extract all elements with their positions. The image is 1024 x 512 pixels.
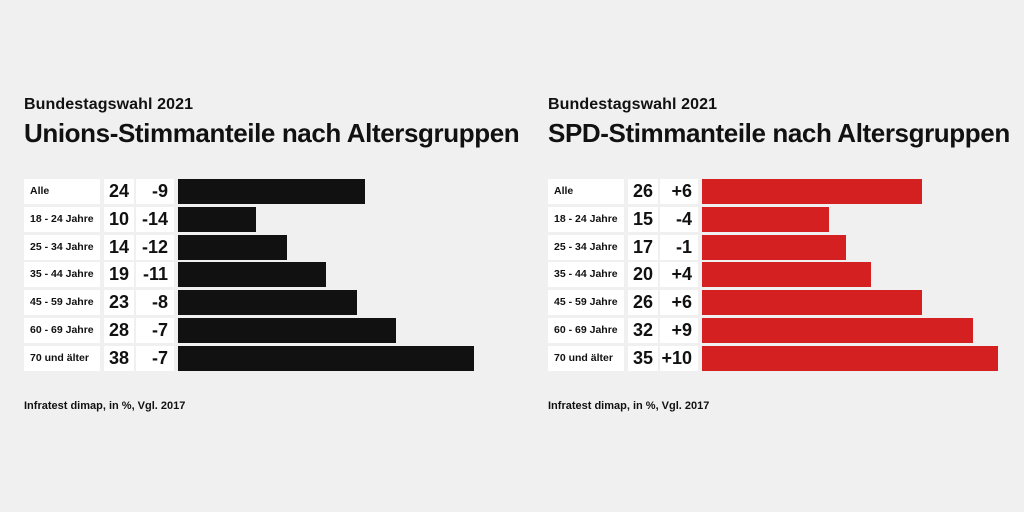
value-label: 32 xyxy=(628,317,658,343)
category-label: 60 - 69 Jahre xyxy=(548,317,624,343)
bar xyxy=(178,179,365,204)
bar xyxy=(178,206,256,232)
value-label: 28 xyxy=(104,317,134,343)
bar-row: Alle 24 -9 xyxy=(24,178,484,206)
change-label: -9 xyxy=(136,179,174,204)
bar xyxy=(178,345,474,371)
change-label: -8 xyxy=(136,290,174,316)
bar xyxy=(178,234,288,260)
category-label: 45 - 59 Jahre xyxy=(24,290,100,316)
category-label: Alle xyxy=(24,179,100,204)
bar-row: 70 und älter 35 +10 xyxy=(548,345,1008,373)
bar-row: 60 - 69 Jahre 32 +9 xyxy=(548,317,1008,345)
value-label: 38 xyxy=(104,345,134,371)
bar-row: 25 - 34 Jahre 17 -1 xyxy=(548,234,1008,262)
category-label: 18 - 24 Jahre xyxy=(548,206,624,232)
chart-title: SPD-Stimmanteile nach Altersgruppen xyxy=(548,118,1010,148)
bar xyxy=(702,206,829,232)
change-label: -7 xyxy=(136,317,174,343)
bar-row: 18 - 24 Jahre 10 -14 xyxy=(24,206,484,234)
value-label: 23 xyxy=(104,290,134,316)
category-label: 70 und älter xyxy=(24,345,100,371)
change-label: -4 xyxy=(660,206,698,232)
union-chart-panel: Bundestagswahl 2021 Unions-Stimmanteile … xyxy=(24,0,520,512)
bar-row: 18 - 24 Jahre 15 -4 xyxy=(548,206,1008,234)
bar-row: 60 - 69 Jahre 28 -7 xyxy=(24,317,484,345)
value-label: 17 xyxy=(628,234,658,260)
bar xyxy=(702,179,922,204)
category-label: 25 - 34 Jahre xyxy=(548,234,624,260)
category-label: 25 - 34 Jahre xyxy=(24,234,100,260)
value-label: 24 xyxy=(104,179,134,204)
category-label: 45 - 59 Jahre xyxy=(548,290,624,316)
bar xyxy=(702,290,922,316)
chart-kicker: Bundestagswahl 2021 xyxy=(24,96,194,113)
bar xyxy=(702,234,846,260)
value-label: 26 xyxy=(628,179,658,204)
bar-row: 70 und älter 38 -7 xyxy=(24,345,484,373)
spd-chart-panel: Bundestagswahl 2021 SPD-Stimmanteile nac… xyxy=(548,0,1024,512)
bar xyxy=(702,345,998,371)
category-label: 70 und älter xyxy=(548,345,624,371)
change-label: +6 xyxy=(660,290,698,316)
change-label: +6 xyxy=(660,179,698,204)
bar xyxy=(178,262,326,288)
change-label: +9 xyxy=(660,317,698,343)
bar xyxy=(178,317,397,343)
value-label: 14 xyxy=(104,234,134,260)
value-label: 10 xyxy=(104,206,134,232)
change-label: -14 xyxy=(136,206,174,232)
chart-source: Infratest dimap, in %, Vgl. 2017 xyxy=(24,400,186,412)
chart-source: Infratest dimap, in %, Vgl. 2017 xyxy=(548,400,710,412)
bar xyxy=(702,262,872,288)
change-label: +10 xyxy=(660,345,698,371)
bar-row: 35 - 44 Jahre 20 +4 xyxy=(548,261,1008,289)
change-label: -11 xyxy=(136,262,174,288)
change-label: +4 xyxy=(660,262,698,288)
value-label: 26 xyxy=(628,290,658,316)
value-label: 20 xyxy=(628,262,658,288)
category-label: Alle xyxy=(548,179,624,204)
bar-row: 45 - 59 Jahre 26 +6 xyxy=(548,289,1008,317)
value-label: 19 xyxy=(104,262,134,288)
category-label: 60 - 69 Jahre xyxy=(24,317,100,343)
change-label: -7 xyxy=(136,345,174,371)
change-label: -12 xyxy=(136,234,174,260)
bar-rows: Alle 24 -9 18 - 24 Jahre 10 -14 25 - 34 Jahre 1… xyxy=(24,178,484,373)
bar-row: Alle 26 +6 xyxy=(548,178,1008,206)
category-label: 18 - 24 Jahre xyxy=(24,206,100,232)
bar-row: 45 - 59 Jahre 23 -8 xyxy=(24,289,484,317)
bar xyxy=(178,290,358,316)
value-label: 35 xyxy=(628,345,658,371)
bar-rows: Alle 26 +6 18 - 24 Jahre 15 -4 25 - 34 Jahre 17… xyxy=(548,178,1008,373)
chart-title: Unions-Stimmanteile nach Altersgruppen xyxy=(24,118,520,148)
bar-row: 35 - 44 Jahre 19 -11 xyxy=(24,261,484,289)
bar-row: 25 - 34 Jahre 14 -12 xyxy=(24,234,484,262)
chart-kicker: Bundestagswahl 2021 xyxy=(548,96,718,113)
category-label: 35 - 44 Jahre xyxy=(548,262,624,288)
value-label: 15 xyxy=(628,206,658,232)
category-label: 35 - 44 Jahre xyxy=(24,262,100,288)
bar xyxy=(702,317,973,343)
change-label: -1 xyxy=(660,234,698,260)
